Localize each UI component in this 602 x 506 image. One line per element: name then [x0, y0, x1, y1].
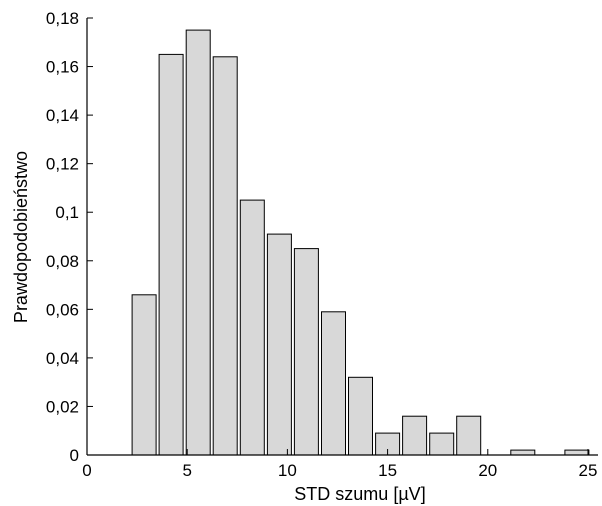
y-tick-label: 0,18: [46, 9, 79, 28]
y-tick-label: 0: [70, 446, 79, 465]
x-tick-label: 15: [378, 461, 397, 480]
y-tick-label: 0,06: [46, 300, 79, 319]
histogram-bar: [564, 449, 590, 456]
histogram-bar: [321, 311, 346, 456]
y-tick-label: 0,12: [46, 155, 79, 174]
histogram-bar: [131, 294, 157, 456]
x-tick-label: 0: [82, 461, 91, 480]
histogram-bar: [348, 376, 373, 456]
histogram-bar: [266, 233, 292, 456]
histogram-bar: [293, 248, 319, 456]
bars-group: [131, 29, 590, 456]
y-tick-label: 0,08: [46, 252, 79, 271]
histogram-bar: [212, 56, 238, 456]
histogram-bar: [429, 432, 455, 456]
y-axis-ticks: 0 0,02 0,04 0,06 0,08 0,1 0,12 0,14 0,16 0,18: [46, 9, 93, 465]
x-axis-ticks: 0 5 10 15 20 25: [82, 449, 597, 480]
histogram-bar: [510, 449, 536, 456]
y-tick-label: 0,16: [46, 58, 79, 77]
x-tick-label: 25: [579, 461, 598, 480]
histogram-bar: [402, 415, 428, 456]
y-tick-label: 0,1: [55, 203, 79, 222]
histogram-bar: [158, 53, 184, 456]
histogram-bar: [185, 29, 211, 456]
x-axis-title: STD szumu [µV]: [294, 484, 425, 504]
x-tick-label: 20: [478, 461, 497, 480]
y-axis-title: Prawdopodobieństwo: [11, 151, 31, 323]
y-tick-label: 0,04: [46, 349, 79, 368]
histogram-bar: [239, 199, 265, 456]
histogram-bar: [456, 415, 482, 456]
x-tick-label: 10: [278, 461, 297, 480]
x-tick-label: 5: [182, 461, 191, 480]
y-tick-label: 0,02: [46, 397, 79, 416]
y-tick-label: 0,14: [46, 106, 79, 125]
